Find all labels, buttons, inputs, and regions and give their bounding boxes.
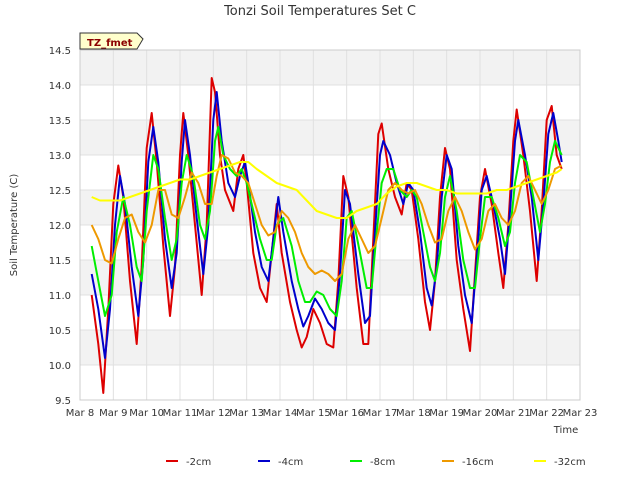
x-tick-label: Mar 23 — [563, 408, 598, 419]
series-line-8cm — [90, 126, 563, 317]
x-tick-label: Mar 14 — [263, 408, 298, 419]
x-tick-label: Mar 18 — [396, 408, 431, 419]
tz-fmet-badge: TZ_fmet — [79, 32, 144, 50]
y-tick-label: 14.5 — [49, 46, 71, 57]
x-tick-label: Mar 19 — [429, 408, 464, 419]
y-tick-label: 14.0 — [49, 81, 71, 92]
x-tick-label: Mar 13 — [229, 408, 264, 419]
plot-area-frame — [79, 49, 581, 401]
legend-label: -8cm — [370, 457, 395, 468]
x-axis-label: Time — [553, 425, 578, 436]
x-tick-label: Mar 8 — [66, 408, 94, 419]
x-tick-label: Mar 15 — [296, 408, 331, 419]
y-axis-ticks: 9.5 10.0 10.5 11.0 11.5 12.0 12.5 13.0 13.5 14.0 1… — [49, 46, 71, 407]
grid-band — [80, 120, 580, 155]
y-tick-label: 12.5 — [49, 186, 71, 197]
legend-label: -4cm — [278, 457, 303, 468]
grid-band — [80, 330, 580, 365]
y-tick-label: 13.0 — [49, 151, 71, 162]
y-tick-label: 10.5 — [49, 326, 71, 337]
y-tick-label: 11.0 — [49, 291, 71, 302]
x-tick-label: Mar 21 — [496, 408, 531, 419]
y-tick-label: 10.0 — [49, 361, 71, 372]
legend-label: -16cm — [462, 457, 494, 468]
y-tick-label: 12.0 — [49, 221, 71, 232]
series-line-2cm — [90, 77, 563, 394]
y-tick-label: 11.5 — [49, 256, 71, 267]
series-line-4cm — [90, 91, 563, 359]
x-tick-label: Mar 17 — [363, 408, 398, 419]
y-axis-label: Soil Temperature (C) — [9, 174, 20, 277]
x-tick-label: Mar 9 — [99, 408, 127, 419]
legend-label: -32cm — [554, 457, 586, 468]
grid-band — [80, 260, 580, 295]
series-line-32cm — [91, 161, 563, 219]
x-tick-label: Mar 12 — [196, 408, 231, 419]
legend-label: -2cm — [186, 457, 211, 468]
x-tick-label: Mar 16 — [329, 408, 364, 419]
x-tick-label: Mar 20 — [463, 408, 498, 419]
series-line-16cm — [90, 154, 563, 282]
y-tick-label: 9.5 — [55, 396, 71, 407]
badge-label: TZ_fmet — [87, 38, 133, 49]
y-tick-label: 13.5 — [49, 116, 71, 127]
grid-band — [80, 50, 580, 85]
series-lines — [90, 77, 563, 394]
x-tick-label: Mar 22 — [529, 408, 564, 419]
chart-title: Tonzi Soil Temperatures Set C — [223, 4, 416, 19]
legend: -2cm -4cm -8cm -16cm -32cm — [166, 457, 586, 468]
x-tick-label: Mar 10 — [129, 408, 164, 419]
plot-background-bands — [80, 50, 580, 365]
x-tick-label: Mar 11 — [163, 408, 198, 419]
